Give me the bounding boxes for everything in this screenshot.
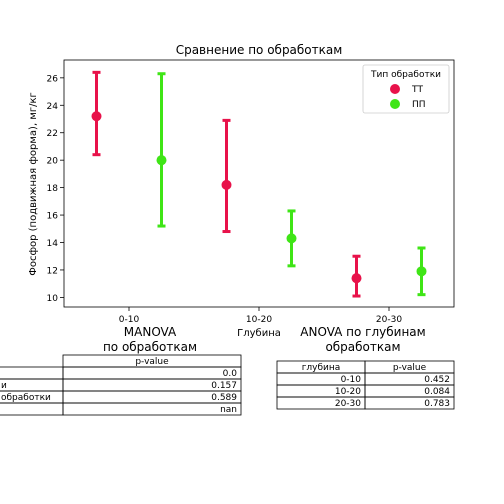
legend-marker-pp xyxy=(390,99,400,109)
data-point xyxy=(286,233,297,244)
manova-row: 0.0 xyxy=(0,366,242,380)
data-marks xyxy=(91,70,427,298)
x-tick-label: 20-30 xyxy=(376,315,402,325)
manova-row: обработки 0.589 xyxy=(0,390,242,404)
anova-header-depth: глубина xyxy=(302,363,341,373)
manova-row-value: 0.157 xyxy=(211,381,237,391)
legend-box xyxy=(362,64,450,114)
manova-row-label: обработки xyxy=(1,393,51,403)
anova-row-value: 0.783 xyxy=(424,399,450,409)
y-tick-label: 18 xyxy=(47,184,59,194)
manova-row-value: 0.589 xyxy=(211,393,237,403)
manova-row-value: 0.0 xyxy=(223,369,238,379)
manova-row: и 0.157 xyxy=(0,378,242,392)
anova-row-depth: 10-20 xyxy=(335,387,361,397)
legend: Тип обработки ТТ ПП xyxy=(362,64,450,114)
manova-value-cell xyxy=(62,366,242,380)
legend-marker-tt xyxy=(390,84,400,94)
manova-title-line2: по обработкам xyxy=(103,340,197,354)
y-tick-label: 16 xyxy=(47,212,59,222)
legend-title: Тип обработки xyxy=(370,70,441,80)
y-tick-label: 12 xyxy=(47,266,58,276)
manova-value-cell xyxy=(62,402,242,416)
manova-header: p-value xyxy=(135,357,169,367)
manova-table: MANOVA по обработкам p-value 0.0и 0.157об… xyxy=(0,325,242,416)
y-tick-label: 10 xyxy=(47,294,59,304)
anova-row-value: 0.084 xyxy=(424,387,450,397)
y-tick-label: 22 xyxy=(47,129,58,139)
anova-row: 0-10 0.452 xyxy=(276,372,455,386)
manova-label-cell xyxy=(0,402,64,416)
anova-table: ANOVA по глубинам обработкам глубина p-va… xyxy=(276,325,455,410)
anova-row-value: 0.452 xyxy=(424,375,450,385)
data-point xyxy=(156,155,167,166)
anova-row: 10-20 0.084 xyxy=(276,384,455,398)
data-point xyxy=(91,111,102,122)
y-axis: 10 12 14 16 18 20 22 24 26 xyxy=(47,74,64,304)
y-axis-label: Фосфор (подвижная форма), мг/кг xyxy=(28,92,39,276)
x-axis: 0-10 10-20 20-30 xyxy=(119,307,402,325)
anova-title-line1: ANOVA по глубинам xyxy=(300,325,425,339)
manova-row-label: и xyxy=(1,381,7,391)
x-tick-label: 0-10 xyxy=(119,315,140,325)
data-point xyxy=(416,266,427,277)
anova-rows: глубина p-value 0-10 0.452 10-20 0.084 20-30 0.… xyxy=(276,360,455,410)
manova-row: nan xyxy=(0,402,242,416)
anova-row: 20-30 0.783 xyxy=(276,396,455,410)
anova-row-depth: 0-10 xyxy=(341,375,362,385)
data-point xyxy=(351,273,362,284)
anova-header-row: глубина p-value xyxy=(276,360,455,374)
y-tick-label: 26 xyxy=(47,74,59,84)
manova-rows: 0.0 и 0.157 обработки 0.589 nan xyxy=(0,366,242,416)
manova-label-cell xyxy=(0,378,64,392)
x-tick-label: 10-20 xyxy=(246,315,272,325)
anova-header-pvalue: p-value xyxy=(393,363,427,373)
legend-label-pp: ПП xyxy=(412,100,426,110)
legend-label-tt: ТТ xyxy=(411,85,423,95)
y-tick-label: 24 xyxy=(47,102,59,112)
chart-title: Сравнение по обработкам xyxy=(176,43,343,57)
x-axis-label: Глубина xyxy=(237,328,281,339)
y-tick-label: 14 xyxy=(47,239,59,249)
manova-title-line1: MANOVA xyxy=(124,325,177,339)
y-tick-label: 20 xyxy=(47,157,59,167)
anova-row-depth: 20-30 xyxy=(335,399,361,409)
anova-value-cell xyxy=(364,396,455,410)
manova-row-value: nan xyxy=(220,405,237,415)
manova-label-cell xyxy=(0,366,64,380)
data-point xyxy=(221,179,232,190)
anova-title-line2: обработкам xyxy=(325,340,400,354)
